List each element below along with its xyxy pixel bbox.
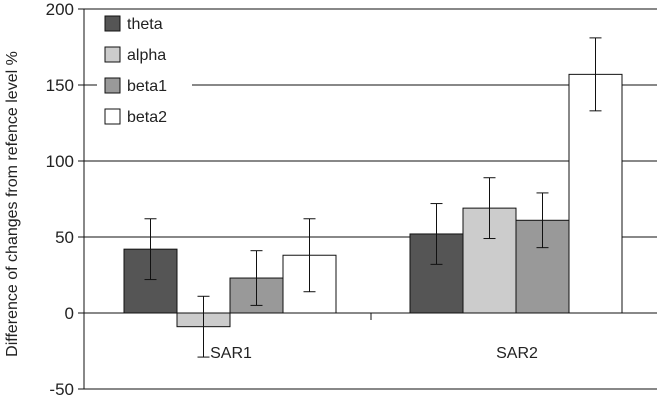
- legend-swatch-beta2: [104, 108, 121, 125]
- bar-beta2-SAR2: [568, 73, 623, 314]
- bars: [123, 37, 623, 358]
- y-tick-label: -50: [49, 380, 74, 399]
- x-category-label: SAR1: [210, 345, 252, 362]
- legend-label-beta2: beta2: [127, 109, 167, 126]
- y-tick-label: 200: [46, 0, 74, 19]
- axes: -50 0 50 100 150 200 SAR1 SAR2: [46, 0, 657, 399]
- y-tick-label: 0: [65, 304, 74, 323]
- legend-label-alpha: alpha: [127, 47, 166, 64]
- legend-label-theta: theta: [127, 16, 163, 33]
- legend-swatch-alpha: [104, 46, 121, 63]
- legend-swatch-beta1: [104, 77, 121, 94]
- y-tick-label: 50: [55, 228, 74, 247]
- x-category-label: SAR2: [496, 345, 538, 362]
- legend-label-beta1: beta1: [127, 78, 167, 95]
- legend-swatch-theta: [104, 15, 121, 32]
- legend: theta alpha beta1 beta2: [97, 12, 192, 136]
- y-tick-label: 150: [46, 76, 74, 95]
- y-axis-title: Difference of changes from refence level…: [4, 51, 21, 357]
- y-tick-label: 100: [46, 152, 74, 171]
